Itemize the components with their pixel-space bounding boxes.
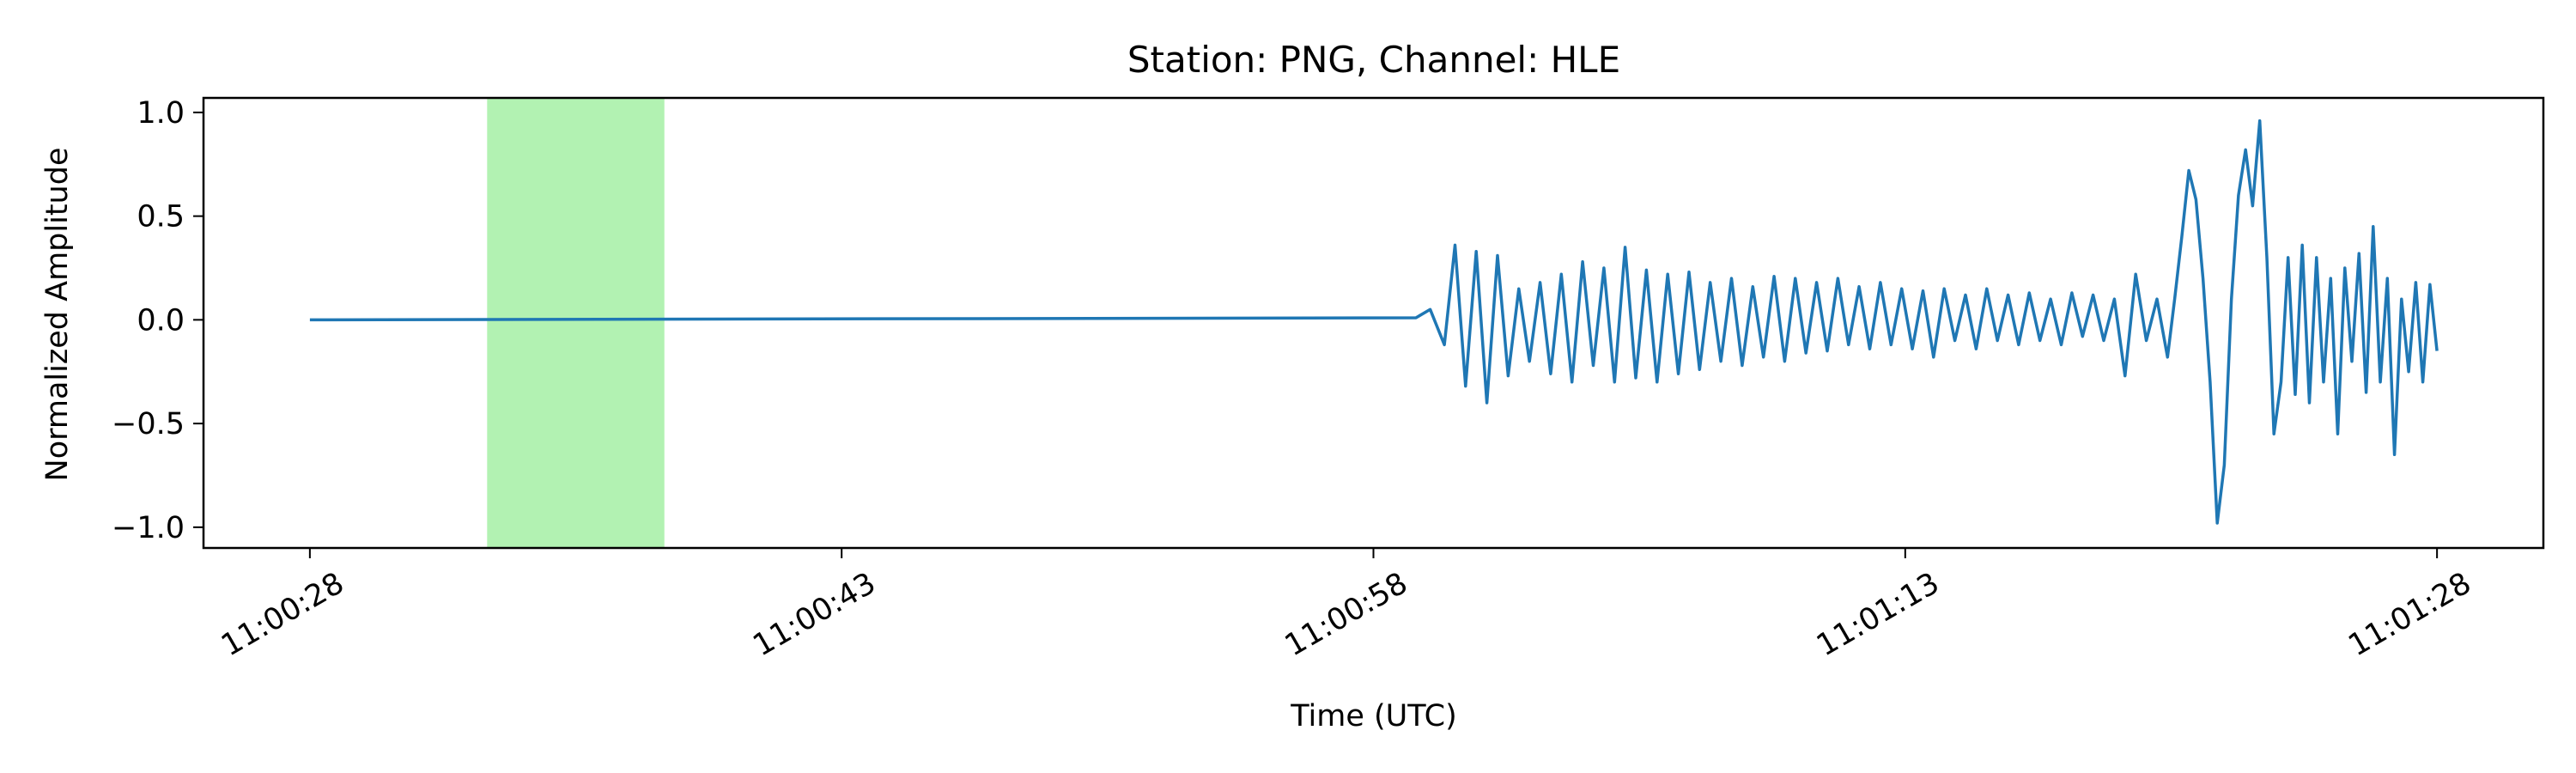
y-tick-label: 0.0 xyxy=(137,303,185,338)
y-tick-label: −1.0 xyxy=(112,511,185,545)
y-tick-label: −0.5 xyxy=(112,407,185,441)
y-axis: 1.0 0.5 0.0 −0.5 −1.0 xyxy=(112,96,204,545)
waveform-line xyxy=(309,119,2439,525)
plot-area xyxy=(202,96,2545,550)
x-tick-label: 11:01:13 xyxy=(1811,566,1945,663)
x-tick-label: 11:00:28 xyxy=(216,566,349,663)
x-tick-label: 11:01:28 xyxy=(2342,566,2476,663)
x-axis: 11:00:28 11:00:43 11:00:58 11:01:13 11:01:28 xyxy=(216,548,2477,663)
chart-title: Station: PNG, Channel: HLE xyxy=(1127,39,1620,81)
x-tick-label: 11:00:58 xyxy=(1279,566,1413,663)
y-tick-label: 1.0 xyxy=(137,96,185,131)
x-axis-label: Time (UTC) xyxy=(1290,699,1456,733)
y-tick-label: 0.5 xyxy=(137,200,185,234)
highlight-window xyxy=(487,98,665,548)
x-tick-label: 11:00:43 xyxy=(748,566,882,663)
y-axis-label: Normalized Amplitude xyxy=(40,148,75,482)
